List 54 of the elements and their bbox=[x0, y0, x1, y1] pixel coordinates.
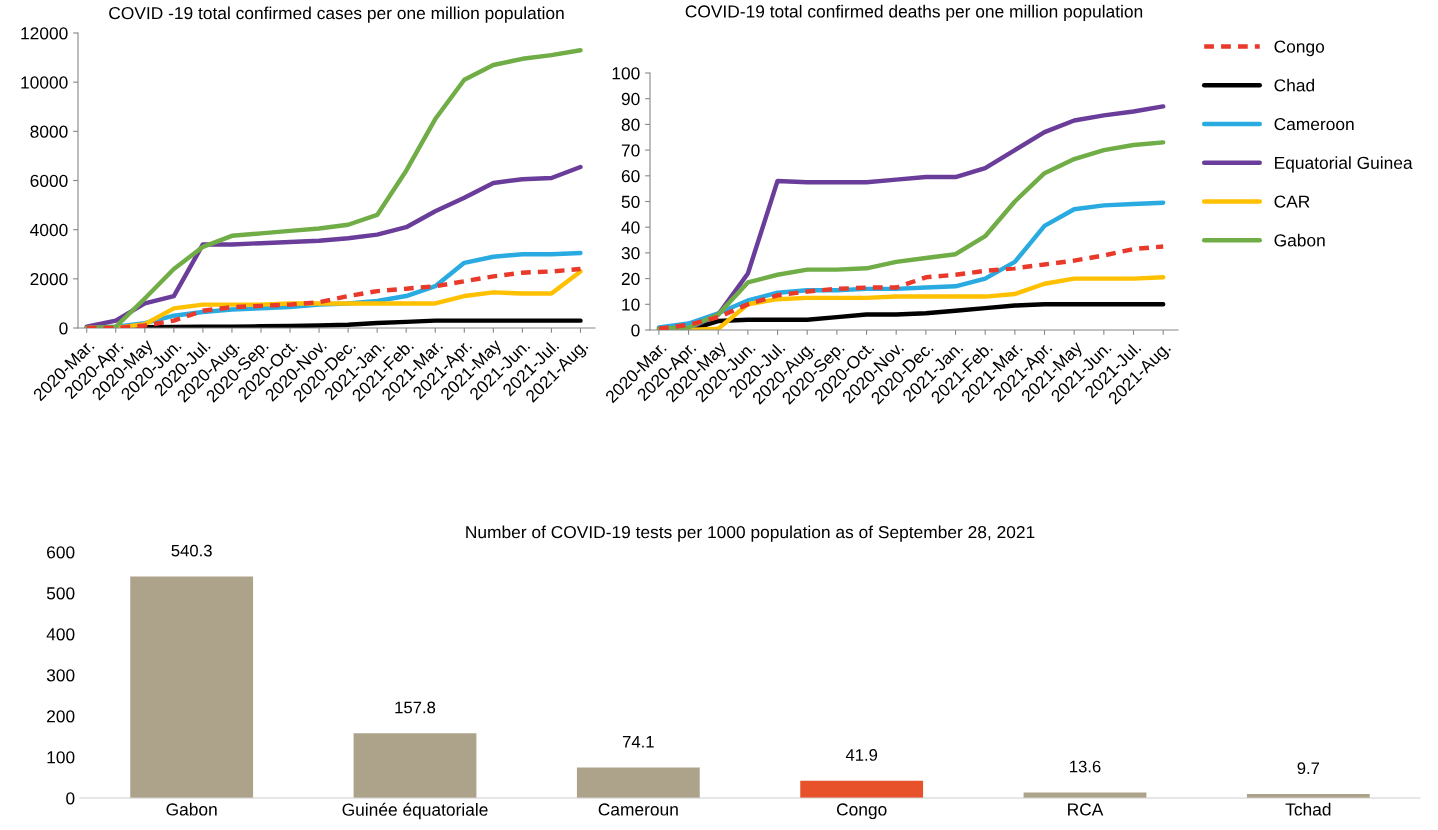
y-tick-label: 10000 bbox=[21, 76, 68, 89]
data-label: 13.6 bbox=[1070, 760, 1101, 773]
x-tick-label: Congo bbox=[836, 803, 887, 820]
y-tick-label: 0 bbox=[59, 322, 68, 335]
legend-label: CAR bbox=[1274, 195, 1310, 208]
y-tick-label: 90 bbox=[621, 92, 640, 106]
bar bbox=[130, 576, 254, 798]
legend-label: Cameroon bbox=[1274, 117, 1354, 131]
y-tick-label: 200 bbox=[47, 710, 75, 723]
bar bbox=[576, 767, 700, 798]
chart-title: COVID -19 total confirmed cases per one million population bbox=[109, 6, 564, 23]
line-series bbox=[84, 47, 583, 328]
line-series bbox=[84, 164, 583, 328]
y-tick-label: 6000 bbox=[30, 174, 68, 187]
data-label: 157.8 bbox=[395, 701, 436, 714]
line-series bbox=[656, 244, 1166, 330]
y-tick-label: 40 bbox=[621, 221, 640, 234]
y-tick-label: 600 bbox=[47, 546, 75, 559]
data-label: 74.1 bbox=[622, 736, 654, 748]
chart-title: Number of COVID-19 tests per 1000 population as of September 28, 2021 bbox=[466, 525, 1035, 542]
y-tick-label: 20 bbox=[621, 272, 640, 286]
y-tick-label: 0 bbox=[631, 324, 640, 337]
legend-label: Congo bbox=[1274, 40, 1325, 57]
y-tick-label: 300 bbox=[46, 669, 75, 682]
x-tick-label: Gabon bbox=[166, 802, 217, 816]
y-tick-label: 2000 bbox=[30, 273, 68, 286]
bar bbox=[353, 733, 477, 798]
y-tick-label: 30 bbox=[621, 247, 640, 260]
y-tick-label: 12000 bbox=[21, 27, 68, 40]
legend-label: Gabon bbox=[1274, 233, 1325, 247]
y-tick-label: 100 bbox=[612, 67, 640, 80]
line-series bbox=[656, 140, 1166, 330]
data-label: 41.9 bbox=[845, 749, 878, 761]
y-tick-label: 500 bbox=[46, 587, 75, 600]
y-tick-label: 8000 bbox=[30, 125, 68, 138]
legend-label: Chad bbox=[1274, 78, 1315, 92]
x-tick-label: Cameroun bbox=[598, 803, 678, 816]
y-tick-label: 100 bbox=[47, 751, 75, 764]
data-label: 9.7 bbox=[1297, 762, 1320, 775]
y-tick-label: 60 bbox=[621, 169, 640, 183]
chart-title: COVID-19 total confirmed deaths per one million population bbox=[685, 4, 1143, 22]
data-label: 540.3 bbox=[171, 544, 212, 557]
y-tick-label: 4000 bbox=[30, 223, 68, 237]
y-tick-label: 50 bbox=[621, 195, 640, 208]
y-tick-label: 0 bbox=[66, 792, 75, 805]
y-tick-label: 400 bbox=[46, 628, 75, 641]
x-tick-label: RCA bbox=[1068, 803, 1104, 816]
y-tick-label: 10 bbox=[622, 298, 640, 311]
x-tick-label: Tchad bbox=[1285, 802, 1331, 816]
y-tick-label: 80 bbox=[621, 118, 640, 131]
bar bbox=[800, 780, 924, 798]
x-tick-label: Guinée équatoriale bbox=[342, 802, 488, 820]
y-tick-label: 70 bbox=[621, 144, 640, 157]
legend-label: Equatorial Guinea bbox=[1275, 156, 1413, 173]
